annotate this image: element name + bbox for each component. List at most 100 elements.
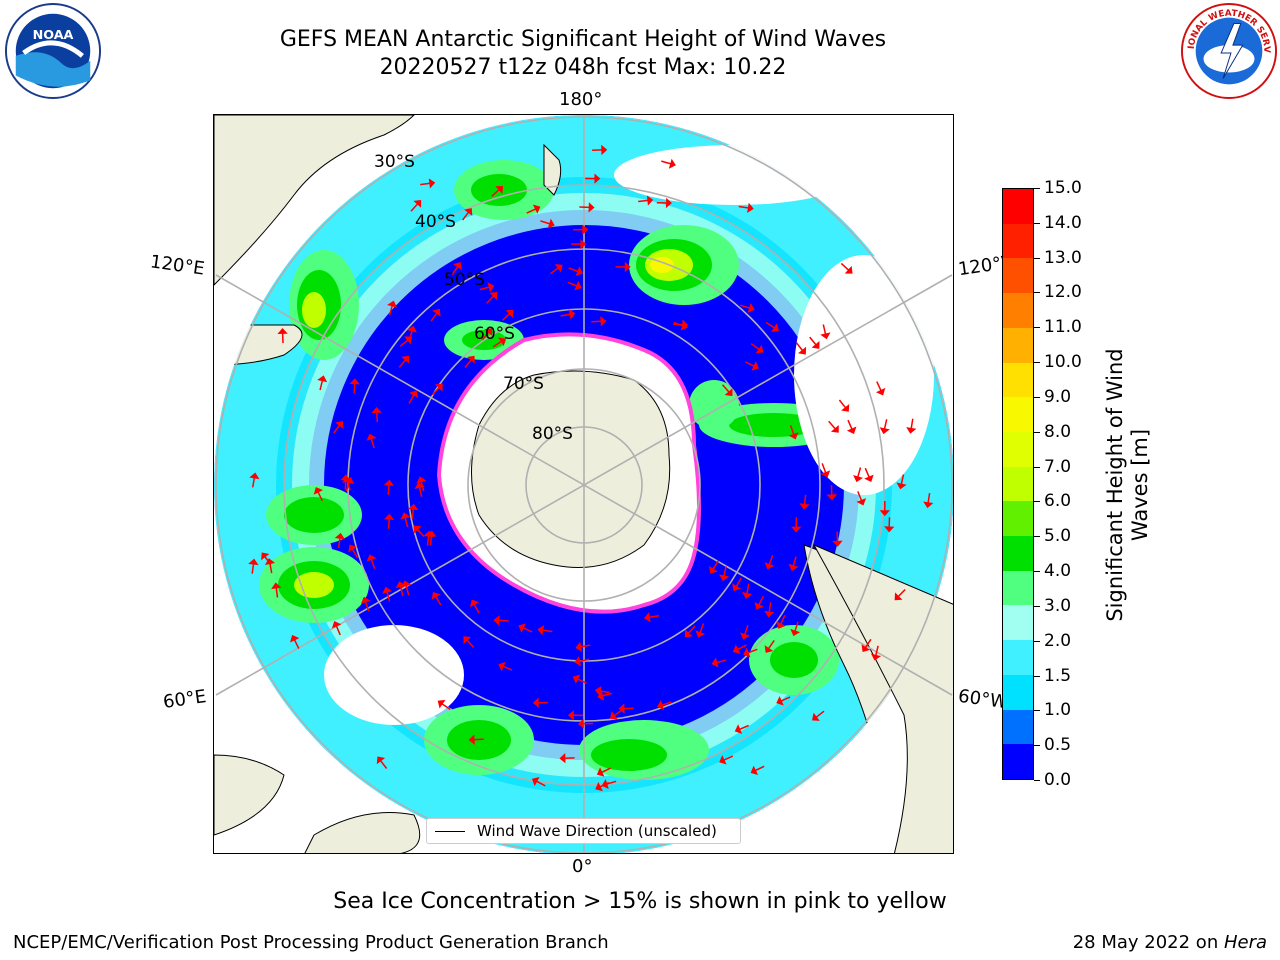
wave-direction-arrow	[883, 419, 888, 430]
colorbar-title: Significant Height of Wind Waves [m]	[1103, 348, 1152, 622]
wave-direction-arrow	[522, 627, 533, 633]
wave-direction-arrowhead	[743, 647, 751, 658]
wave-direction-arrow	[723, 755, 734, 761]
wave-direction-arrowhead	[384, 513, 395, 520]
polar-map	[214, 115, 953, 853]
colorbar-tick-label: 9.0	[1044, 386, 1072, 407]
colorbar-segment	[1003, 501, 1033, 537]
wave-direction-arrowhead	[334, 532, 346, 540]
wave-direction-arrowhead	[776, 696, 784, 706]
wave-direction-arrowhead	[248, 558, 259, 566]
wave-direction-arrow	[317, 491, 323, 502]
wave-direction-arrow	[673, 321, 684, 327]
colorbar-segment	[1003, 466, 1033, 502]
wave-direction-arrow	[795, 342, 804, 352]
wave-direction-arrow	[601, 767, 611, 774]
wave-direction-arrowhead	[568, 309, 576, 320]
colorbar-tick	[1034, 327, 1040, 329]
wave-direction-arrowhead	[754, 601, 764, 610]
wave-direction-arrow	[699, 623, 705, 634]
wave-direction-arrowhead	[870, 653, 882, 661]
wave-direction-arrow	[803, 494, 807, 505]
wave-direction-arrowhead	[732, 644, 741, 654]
colorbar-tick	[1034, 257, 1040, 259]
wave-direction-arrow	[398, 359, 407, 368]
wave-direction-arrow	[337, 537, 341, 549]
lon-label-120e: 120°E	[148, 251, 206, 280]
wave-direction-arrowhead	[923, 501, 934, 509]
colorbar-tick-label: 13.0	[1044, 247, 1082, 268]
wave-direction-arrow	[426, 535, 430, 546]
wave-direction-arrow	[399, 586, 404, 597]
wave-direction-arrowhead	[335, 420, 344, 429]
wave-direction-arrow	[789, 425, 795, 435]
wave-direction-arrow	[567, 281, 578, 287]
wave-direction-arrow	[743, 624, 749, 636]
wave-direction-arrowhead	[349, 378, 360, 385]
colorbar-tick	[1034, 536, 1040, 538]
wave-direction-arrow	[346, 480, 351, 491]
wave-direction-arrowhead	[799, 503, 810, 510]
wave-direction-arrow	[712, 560, 719, 570]
wave-direction-arrow	[747, 648, 758, 654]
wave-direction-arrow	[897, 588, 906, 598]
wave-direction-arrow	[408, 394, 415, 404]
lon-label-0: 0°	[572, 856, 593, 877]
wave-direction-arrow	[721, 384, 730, 393]
lon-label-180: 180°	[559, 89, 603, 110]
footer-host: Hera	[1223, 932, 1267, 953]
wave-direction-arrow	[408, 330, 413, 341]
wave-direction-arrowhead	[409, 390, 419, 398]
lat-label-50s: 50°S	[444, 270, 485, 290]
wave-direction-arrow	[809, 336, 817, 346]
wave-direction-arrow	[536, 780, 546, 787]
wave-direction-arrowhead	[879, 510, 890, 517]
wave-direction-arrowhead	[764, 610, 775, 618]
wave-direction-arrowhead	[360, 596, 371, 604]
wave-direction-arrowhead	[646, 195, 654, 206]
wave-direction-arrowhead	[382, 586, 393, 594]
wave-direction-arrow	[687, 625, 696, 634]
wave-direction-arrowhead	[466, 355, 475, 364]
wave-direction-arrow	[549, 267, 559, 275]
colorbar-segment	[1003, 570, 1033, 606]
wave-direction-arrow	[502, 312, 511, 321]
wave-direction-arrow	[251, 563, 255, 574]
wave-direction-arrow	[580, 644, 591, 648]
colorbar-tick-label: 14.0	[1044, 212, 1082, 233]
wave-direction-arrowhead	[740, 632, 750, 640]
wave-direction-arrowhead	[331, 620, 342, 629]
wave-direction-arrowhead	[864, 474, 874, 483]
outer-land	[214, 115, 953, 853]
colorbar-tick	[1034, 431, 1040, 433]
wave-direction-arrowhead	[747, 202, 754, 214]
wave-direction-arrow	[492, 340, 502, 348]
graticule	[215, 116, 953, 853]
national-weather-service-logo-icon: NATIONAL WEATHER SERVICE	[1180, 2, 1278, 100]
colorbar-tick-label: 11.0	[1044, 317, 1082, 338]
colorbar-tick-label: 0.5	[1044, 735, 1072, 756]
wave-direction-arrowhead	[764, 645, 774, 653]
wave-direction-arrowhead	[751, 361, 759, 371]
wave-direction-arrow	[526, 208, 537, 214]
wave-direction-arrowhead	[906, 427, 917, 434]
wave-direction-arrowhead	[468, 734, 475, 745]
wave-direction-arrow	[399, 339, 409, 347]
wave-direction-arrow	[746, 583, 750, 594]
wave-direction-arrowhead	[684, 629, 693, 638]
wave-direction-arrowhead	[595, 782, 603, 792]
colorbar-segment	[1003, 744, 1033, 779]
lat-label-30s: 30°S	[374, 152, 415, 172]
colorbar-segment	[1003, 674, 1033, 710]
colorbar-tick-label: 8.0	[1044, 421, 1072, 442]
wave-direction-arrow	[876, 381, 882, 392]
wave-direction-arrow	[404, 517, 409, 528]
wave-direction-arrow	[815, 710, 825, 718]
colorbar-tick	[1034, 571, 1040, 573]
wave-direction-arrow	[386, 591, 391, 602]
wave-direction-arrow	[560, 313, 571, 317]
wave-direction-arrowhead	[366, 554, 377, 562]
colorbar-segment	[1003, 640, 1033, 675]
wave-direction-arrow	[738, 205, 749, 209]
wave-direction-arrow	[768, 555, 774, 565]
